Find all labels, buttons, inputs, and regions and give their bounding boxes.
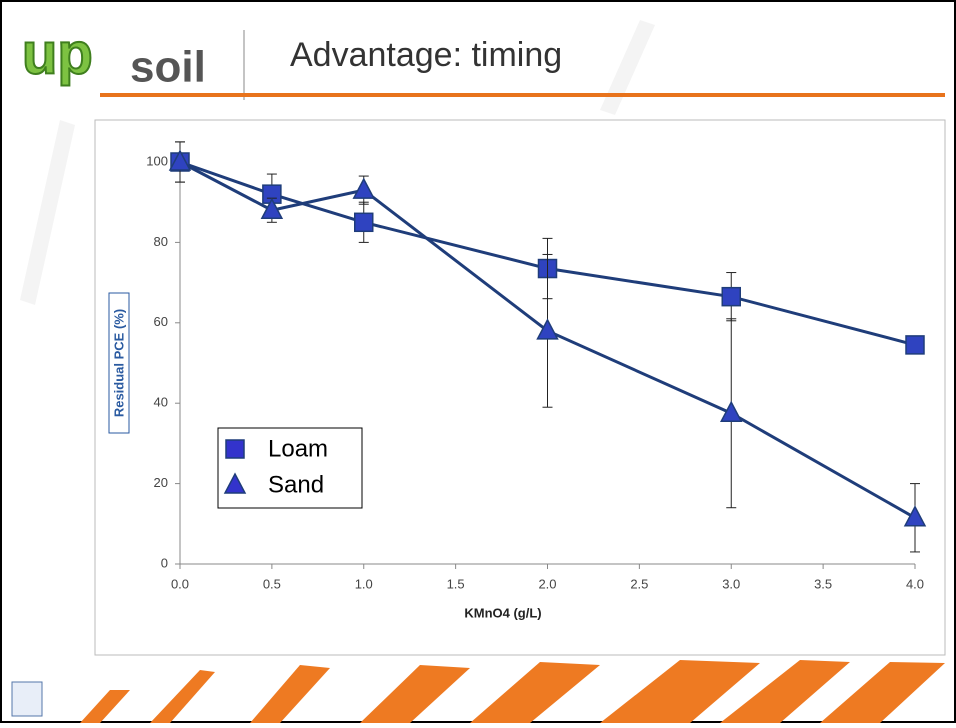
slide: up soil Advantage: timing KMnO4 (g/L) Re…: [0, 0, 956, 723]
x-tick-label: 3.5: [814, 576, 832, 591]
marker: [906, 336, 924, 354]
x-tick-label: 2.0: [538, 576, 556, 591]
legend-marker: [226, 440, 244, 458]
y-tick-label: 100: [146, 153, 168, 168]
title-underline: [100, 93, 945, 97]
slide-title: Advantage: timing: [290, 36, 562, 74]
x-tick-label: 2.5: [630, 576, 648, 591]
x-tick-label: 1.5: [447, 576, 465, 591]
logo-soil: soil: [130, 43, 206, 92]
x-axis-label: KMnO4 (g/L): [464, 605, 541, 620]
x-tick-label: 1.0: [355, 576, 373, 591]
x-tick-label: 0.5: [263, 576, 281, 591]
x-tick-label: 0.0: [171, 576, 189, 591]
y-tick-label: 20: [154, 475, 168, 490]
page: up soil Advantage: timing KMnO4 (g/L) Re…: [0, 0, 956, 728]
y-axis-label-group: Residual PCE (%): [109, 293, 129, 433]
y-tick-label: 80: [154, 234, 168, 249]
chart-frame: [95, 120, 945, 655]
marker: [355, 213, 373, 231]
logo-up: up: [22, 21, 93, 86]
legend-label: Sand: [268, 471, 324, 498]
y-tick-label: 60: [154, 314, 168, 329]
x-tick-label: 4.0: [906, 576, 924, 591]
x-tick-label: 3.0: [722, 576, 740, 591]
y-axis-label: Residual PCE (%): [111, 309, 126, 417]
legend-label: Loam: [268, 435, 328, 462]
y-tick-label: 0: [161, 555, 168, 570]
marker: [722, 288, 740, 306]
eu-logo: [12, 682, 42, 716]
y-tick-label: 40: [154, 395, 168, 410]
